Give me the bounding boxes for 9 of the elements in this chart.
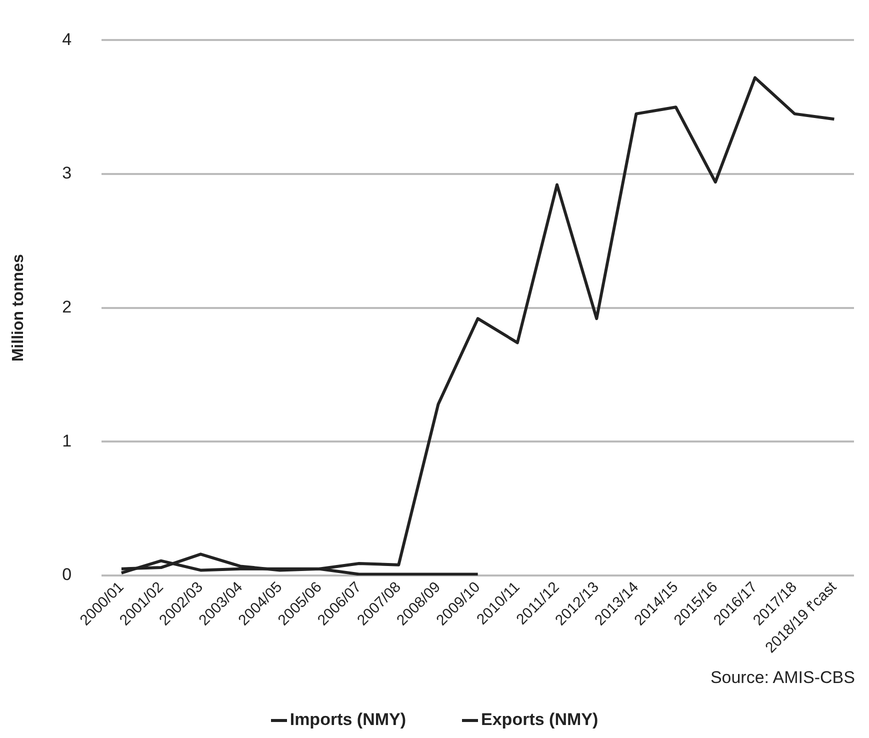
- y-tick-label: 4: [62, 30, 72, 49]
- legend-label: Imports (NMY): [290, 710, 406, 729]
- y-axis-title: Million tonnes: [10, 254, 28, 362]
- y-tick-label: 2: [62, 298, 72, 317]
- source-note: Source: AMIS-CBS: [710, 668, 855, 688]
- y-tick-label: 1: [62, 431, 72, 450]
- y-tick-label: 0: [62, 565, 72, 584]
- y-tick-label: 3: [62, 164, 72, 183]
- legend-label: Exports (NMY): [481, 710, 598, 729]
